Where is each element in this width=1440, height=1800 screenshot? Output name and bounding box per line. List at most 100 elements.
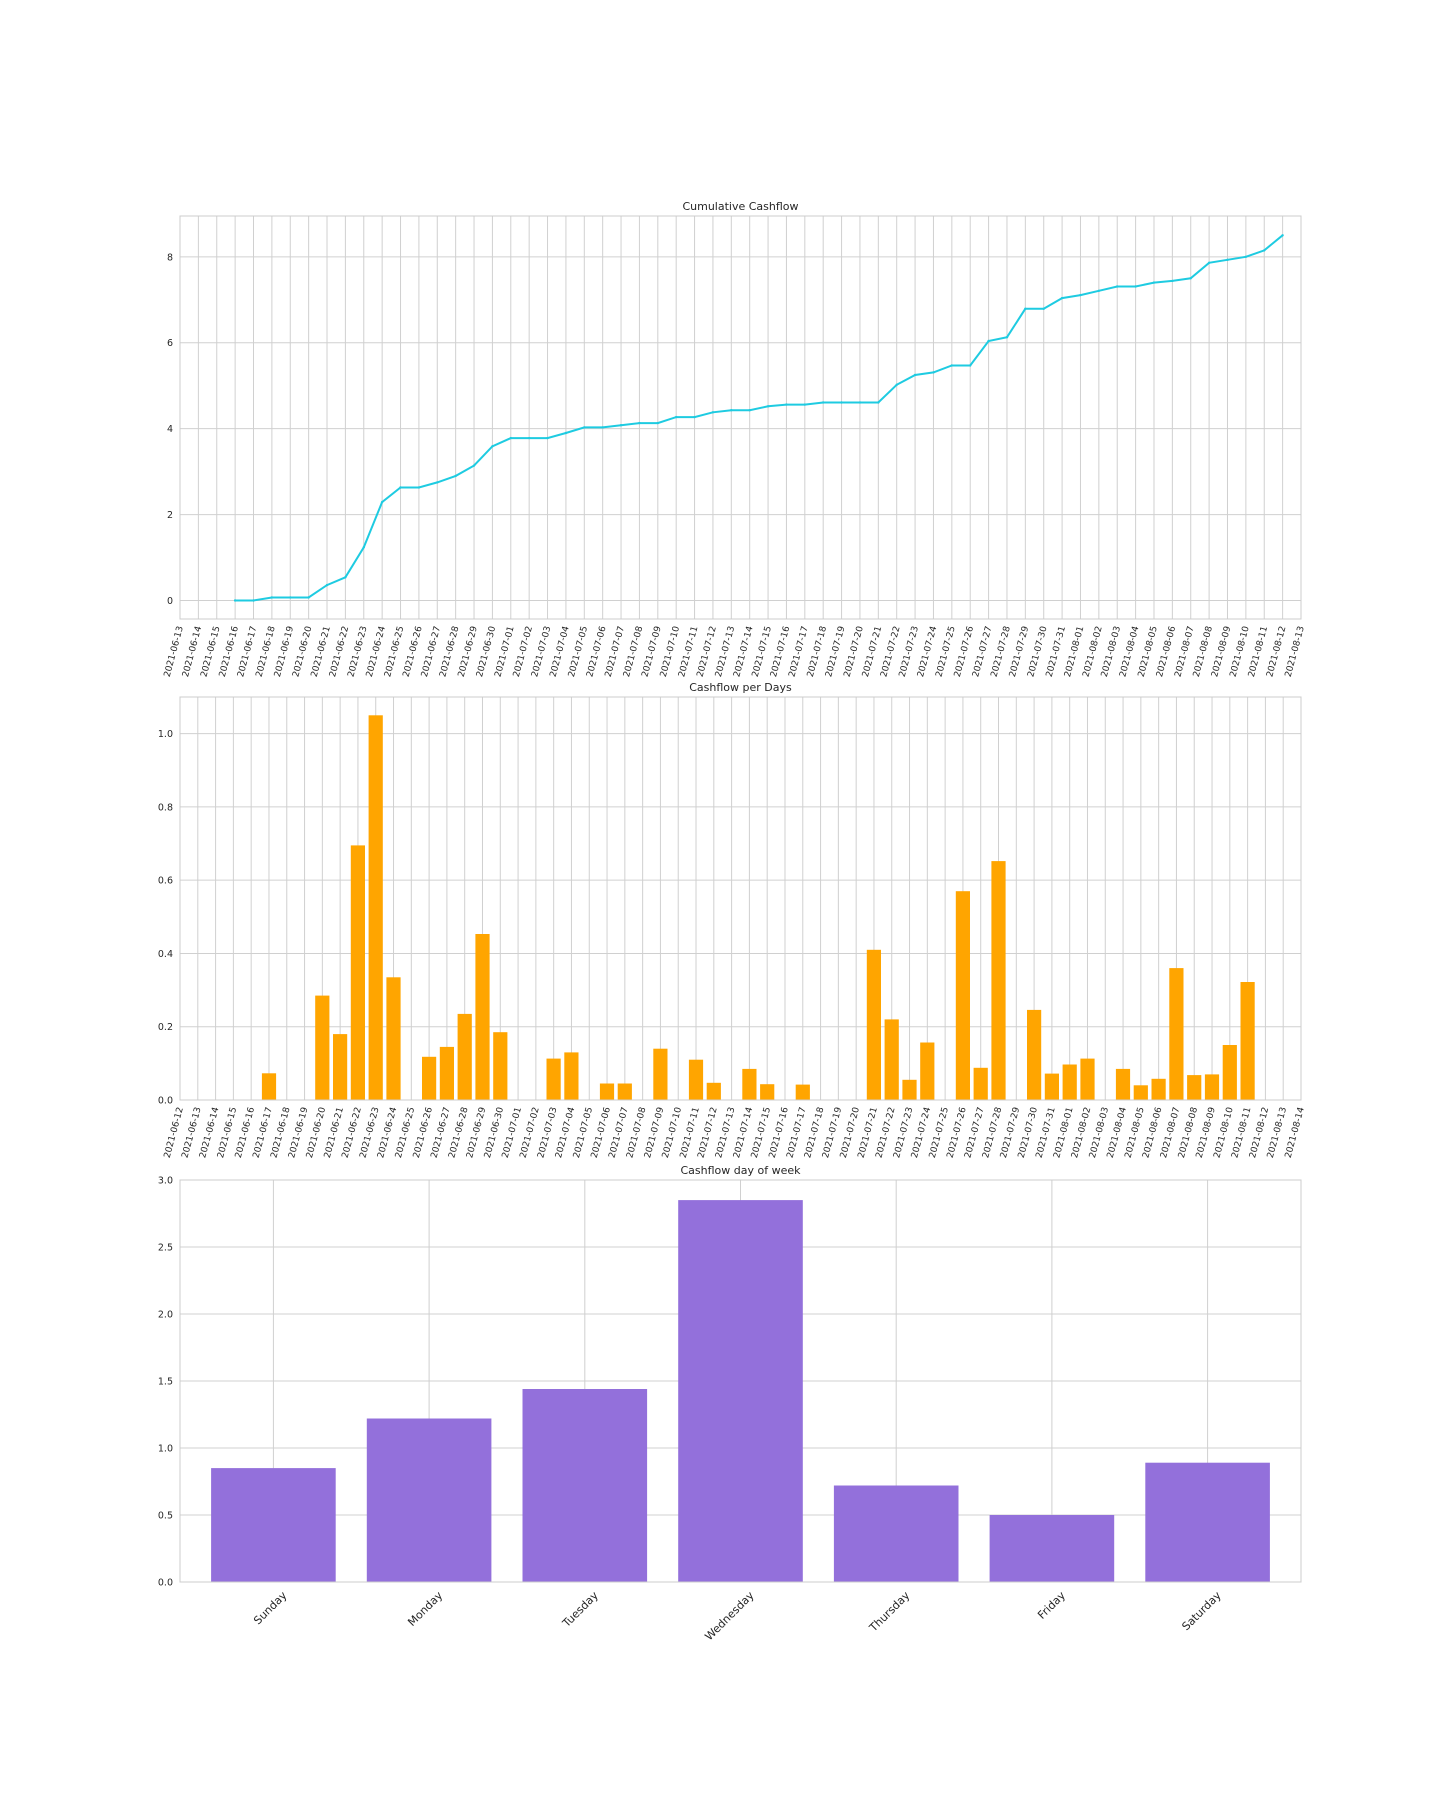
daily-bar [333, 1034, 348, 1100]
data-point [233, 599, 237, 602]
daily-bar [1044, 1073, 1059, 1100]
data-point [1134, 285, 1137, 288]
data-point [601, 426, 604, 429]
data-point [785, 403, 788, 406]
y-tick-label: 3.0 [158, 1176, 173, 1187]
daily-bar [1240, 982, 1255, 1100]
data-point [803, 403, 806, 406]
data-point [766, 405, 770, 408]
weekday-bar [678, 1200, 803, 1582]
y-tick-label: 1.5 [158, 1377, 173, 1388]
weekday-label: Friday [1035, 1589, 1068, 1622]
data-point [1116, 285, 1119, 288]
data-point [1189, 277, 1192, 280]
data-point [1060, 296, 1064, 300]
cashflow-day-of-week-chart: Cashflow day of week 0.0 0.5 1.0 1.5 2.0 2.5 3… [158, 1164, 1302, 1644]
daily-bar [1151, 1078, 1166, 1100]
data-point [1244, 255, 1248, 258]
daily-bar [760, 1084, 775, 1100]
data-point [895, 383, 898, 386]
data-point [1005, 336, 1009, 339]
data-point [1042, 307, 1045, 310]
data-point [289, 596, 292, 599]
data-point [693, 415, 696, 419]
daily-bar [1204, 1074, 1220, 1100]
data-point [454, 474, 457, 478]
plot-frame [179, 696, 1302, 1101]
y-tick-label: 0.6 [158, 876, 173, 887]
chart-title: Cashflow day of week [680, 1164, 801, 1177]
daily-bar [564, 1052, 579, 1100]
data-point [472, 464, 476, 467]
data-point [822, 401, 825, 404]
data-point [932, 371, 935, 374]
y-tick-label: 2 [167, 510, 173, 521]
daily-bar [261, 1073, 277, 1100]
weekday-label: Monday [405, 1589, 445, 1629]
daily-bar [973, 1067, 988, 1100]
daily-bar [688, 1059, 704, 1100]
data-point [987, 339, 990, 343]
y-tick-label: 2.5 [158, 1243, 173, 1254]
daily-bar [599, 1083, 615, 1100]
data-point [380, 500, 384, 504]
x-tick-label: 2021-08-13 [1284, 625, 1307, 678]
data-point [528, 436, 531, 440]
daily-bar [1027, 1009, 1042, 1100]
daily-bar [422, 1056, 437, 1100]
weekday-label: Wednesday [702, 1589, 757, 1644]
chart-title: Cumulative Cashflow [682, 200, 798, 213]
data-point [1097, 289, 1101, 292]
data-point [1226, 258, 1229, 261]
weekday-bar [366, 1418, 492, 1582]
weekday-bar [522, 1389, 648, 1582]
daily-bar [546, 1058, 561, 1100]
data-point [1281, 234, 1284, 237]
data-point [711, 411, 715, 414]
chart-title: Cashflow per Days [689, 681, 792, 694]
weekday-label: Tuesday [559, 1589, 601, 1631]
daily-bar [955, 891, 970, 1100]
data-point [1024, 307, 1027, 310]
y-tick-label: 1.0 [158, 729, 173, 740]
plot-frame [179, 1179, 1302, 1583]
data-point [362, 546, 365, 549]
daily-bar [1133, 1085, 1148, 1100]
data-point [969, 364, 972, 367]
y-tick-label: 0.0 [158, 1096, 173, 1107]
data-point [675, 415, 678, 419]
cumulative-cashflow-chart: Cumulative Cashflow 2021-06-132021-06-14… [163, 200, 1307, 678]
y-tick-label: 0 [167, 596, 173, 607]
y-tick-label: 4 [167, 424, 173, 435]
data-point [1079, 293, 1082, 297]
weekday-bar [989, 1515, 1115, 1582]
daily-bar [1115, 1068, 1131, 1100]
y-tick-label: 0.8 [158, 802, 173, 813]
data-point [638, 421, 641, 425]
plot-frame [179, 215, 1302, 620]
weekday-bar [1145, 1462, 1270, 1582]
daily-bar [439, 1046, 454, 1100]
daily-bar [1080, 1058, 1095, 1100]
cumulative-line [235, 234, 1284, 602]
daily-bar [315, 995, 330, 1100]
data-point [730, 409, 733, 412]
data-point [858, 401, 862, 404]
data-point [656, 421, 659, 425]
daily-bar [1187, 1075, 1202, 1100]
data-point [491, 445, 494, 448]
y-tick-label: 6 [167, 338, 173, 349]
data-point [399, 486, 402, 489]
weekday-label: Saturday [1179, 1589, 1224, 1634]
data-point [913, 373, 917, 377]
weekday-label: Sunday [251, 1589, 290, 1628]
weekday-bar [833, 1485, 959, 1582]
y-tick-label: 0.5 [158, 1511, 173, 1522]
y-tick-label: 0.2 [158, 1022, 173, 1033]
daily-bar [795, 1084, 810, 1100]
daily-bar [884, 1019, 899, 1100]
data-point [509, 436, 512, 440]
cashflow-per-days-chart: Cashflow per Days 2021-06-122021-06-1320… [158, 681, 1307, 1159]
data-point [546, 436, 549, 440]
